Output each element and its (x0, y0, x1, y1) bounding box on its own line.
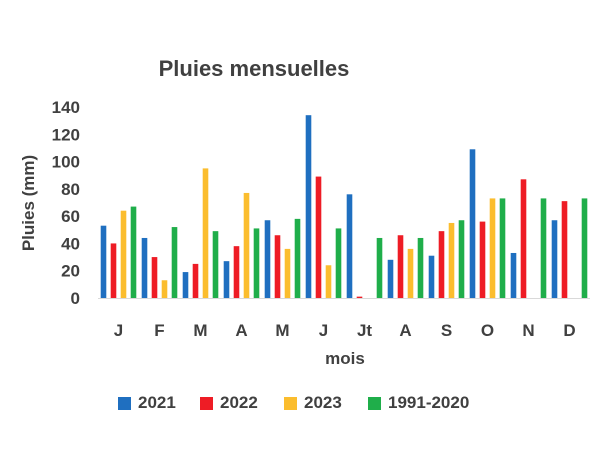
bar-2021 (305, 115, 312, 298)
bar-2023 (489, 198, 496, 298)
x-tick-label: Jt (357, 321, 372, 340)
bar-1991-2020 (212, 231, 219, 298)
chart-legend: 2021 2022 2023 1991-2020 (0, 393, 608, 419)
bar-2021 (428, 255, 435, 298)
legend-swatch (368, 396, 381, 410)
bar-2022 (274, 235, 281, 298)
legend-label: 2021 (138, 393, 176, 412)
y-tick-label: 40 (61, 234, 80, 253)
bar-2022 (151, 257, 158, 298)
bar-1991-2020 (253, 228, 260, 298)
bar-1991-2020 (376, 237, 383, 298)
x-tick-label: O (481, 321, 494, 340)
x-tick-label: D (563, 321, 575, 340)
x-tick-label: A (235, 321, 247, 340)
y-axis-title: Pluies (mm) (19, 155, 38, 251)
y-tick-label: 80 (61, 180, 80, 199)
legend-label: 2022 (220, 393, 258, 412)
bar-2023 (243, 192, 250, 298)
bar-2022 (110, 243, 117, 298)
bar-2021 (100, 225, 107, 298)
y-tick-label: 140 (52, 98, 80, 117)
bar-1991-2020 (294, 218, 301, 298)
bar-2023 (284, 248, 291, 298)
bar-1991-2020 (417, 237, 424, 298)
bar-2021 (387, 259, 394, 298)
legend-item: 2022 (200, 393, 258, 413)
bar-2023 (448, 222, 455, 298)
bar-1991-2020 (581, 198, 588, 298)
x-axis-title: mois (325, 349, 365, 368)
bar-1991-2020 (540, 198, 547, 298)
chart-title: Pluies mensuelles (158, 56, 350, 81)
bar-2022 (397, 235, 404, 298)
bar-2022 (192, 263, 199, 298)
legend-swatch (118, 396, 131, 410)
bar-2021 (510, 252, 517, 298)
x-tick-label: A (399, 321, 411, 340)
bar-2022 (438, 231, 445, 298)
bar-2022 (479, 221, 486, 298)
bar-2021 (141, 237, 148, 298)
bar-2022 (520, 179, 527, 298)
x-tick-label: N (522, 321, 534, 340)
x-tick-label: J (114, 321, 123, 340)
bar-2023 (325, 265, 332, 298)
y-tick-label: 0 (71, 289, 80, 308)
bar-2021 (469, 149, 476, 298)
legend-item: 2021 (118, 393, 176, 413)
bar-2023 (202, 168, 209, 298)
y-tick-label: 100 (52, 153, 80, 172)
x-tick-label: M (275, 321, 289, 340)
legend-label: 1991-2020 (388, 393, 470, 412)
bar-2022 (561, 201, 568, 298)
x-tick-label: J (319, 321, 328, 340)
bar-1991-2020 (335, 228, 342, 298)
legend-item: 1991-2020 (368, 393, 469, 413)
bar-2023 (161, 280, 168, 298)
bar-1991-2020 (499, 198, 506, 298)
bar-2023 (120, 210, 127, 298)
bar-1991-2020 (171, 227, 178, 298)
bar-1991-2020 (130, 206, 137, 298)
bar-2022 (356, 296, 363, 298)
legend-item: 2023 (284, 393, 342, 413)
y-tick-label: 20 (61, 262, 80, 281)
bar-2021 (182, 272, 189, 298)
x-tick-label: S (441, 321, 452, 340)
bar-1991-2020 (458, 220, 465, 298)
legend-swatch (284, 396, 297, 410)
bar-2021 (264, 220, 271, 298)
bar-2021 (346, 194, 353, 298)
bar-2022 (233, 246, 240, 298)
legend-label: 2023 (304, 393, 342, 412)
x-tick-label: F (154, 321, 164, 340)
legend-swatch (200, 396, 213, 410)
y-tick-label: 120 (52, 125, 80, 144)
bar-2022 (315, 176, 322, 298)
bar-2023 (407, 248, 414, 298)
x-tick-label: M (193, 321, 207, 340)
bar-2021 (223, 261, 230, 298)
bar-2021 (551, 220, 558, 298)
y-tick-label: 60 (61, 207, 80, 226)
